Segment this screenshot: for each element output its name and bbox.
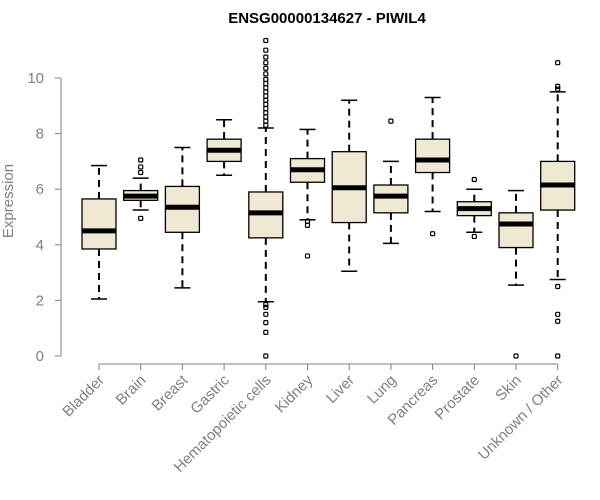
x-tick-label: Prostate bbox=[432, 372, 484, 424]
y-tick-label: 10 bbox=[27, 70, 44, 87]
outlier-point bbox=[263, 118, 269, 124]
outlier-point bbox=[263, 97, 269, 103]
iqr-box bbox=[414, 138, 451, 174]
outlier-point bbox=[263, 80, 269, 87]
iqr-box bbox=[81, 198, 117, 250]
outlier-point bbox=[138, 169, 144, 176]
box-skin bbox=[498, 189, 534, 359]
y-tick-label: 4 bbox=[36, 237, 44, 254]
box-gastric bbox=[206, 118, 242, 177]
y-tick-label: 6 bbox=[36, 181, 44, 198]
box-hematopoietic-cells bbox=[248, 37, 284, 359]
box-kidney bbox=[289, 128, 326, 259]
outlier-point bbox=[513, 353, 519, 359]
outlier-point bbox=[555, 83, 561, 89]
box-brain bbox=[123, 157, 159, 221]
box-breast bbox=[164, 146, 201, 289]
outlier-point bbox=[263, 114, 269, 120]
outlier-point bbox=[263, 89, 269, 95]
outlier-point bbox=[263, 304, 269, 310]
y-tick-label: 8 bbox=[36, 126, 44, 143]
outlier-point bbox=[555, 86, 561, 92]
outlier-point bbox=[304, 222, 311, 228]
outlier-point bbox=[263, 54, 269, 60]
outlier-point bbox=[263, 105, 269, 112]
outlier-point bbox=[555, 353, 561, 359]
outlier-point bbox=[263, 65, 269, 71]
x-tick-label: Kidney bbox=[272, 371, 317, 416]
outlier-point bbox=[263, 60, 269, 66]
y-axis-label: Expression bbox=[0, 164, 17, 238]
box-liver bbox=[331, 99, 367, 272]
box-pancreas bbox=[414, 96, 451, 237]
box-unknown-other bbox=[540, 60, 576, 359]
outlier-point bbox=[555, 311, 561, 317]
x-tick-label: Breast bbox=[149, 371, 192, 414]
outlier-point bbox=[263, 301, 269, 308]
outlier-point bbox=[304, 218, 311, 224]
box-lung bbox=[373, 118, 409, 245]
iqr-box bbox=[498, 212, 534, 249]
x-tick-label: Bladder bbox=[59, 372, 108, 421]
outlier-point bbox=[263, 311, 269, 317]
y-tick-label: 0 bbox=[36, 348, 44, 365]
outlier-point bbox=[471, 233, 477, 240]
outlier-point bbox=[138, 157, 144, 163]
outlier-point bbox=[430, 231, 436, 237]
box-prostate bbox=[456, 176, 492, 240]
outlier-point bbox=[138, 164, 144, 170]
outlier-point bbox=[304, 253, 311, 259]
outlier-point bbox=[263, 110, 269, 116]
outlier-point bbox=[263, 76, 269, 82]
x-tick-label: Skin bbox=[492, 372, 525, 405]
iqr-box bbox=[373, 184, 409, 214]
outlier-point bbox=[138, 215, 144, 221]
outlier-point bbox=[555, 318, 561, 324]
outlier-point bbox=[263, 47, 269, 53]
outlier-point bbox=[388, 118, 394, 124]
outlier-point bbox=[263, 122, 269, 128]
outlier-point bbox=[263, 329, 269, 335]
outlier-point bbox=[263, 85, 269, 91]
outlier-point bbox=[263, 320, 269, 326]
outlier-point bbox=[263, 93, 269, 99]
outlier-point bbox=[555, 283, 561, 290]
boxes-group bbox=[81, 37, 576, 359]
outlier-point bbox=[263, 101, 269, 108]
outlier-point bbox=[263, 37, 269, 44]
outlier-point bbox=[555, 60, 561, 66]
x-tick-label: Lung bbox=[364, 372, 400, 408]
outlier-point bbox=[471, 176, 477, 183]
x-tick-label: Brain bbox=[113, 372, 150, 409]
x-tick-label: Liver bbox=[323, 372, 358, 407]
outlier-point bbox=[263, 71, 269, 77]
y-axis: 0 2 4 6 8 10 bbox=[27, 70, 62, 365]
y-tick-label: 2 bbox=[36, 292, 44, 309]
outlier-point bbox=[263, 353, 269, 359]
chart-title: ENSG00000134627 - PIWIL4 bbox=[228, 10, 426, 27]
box-bladder bbox=[81, 164, 117, 300]
